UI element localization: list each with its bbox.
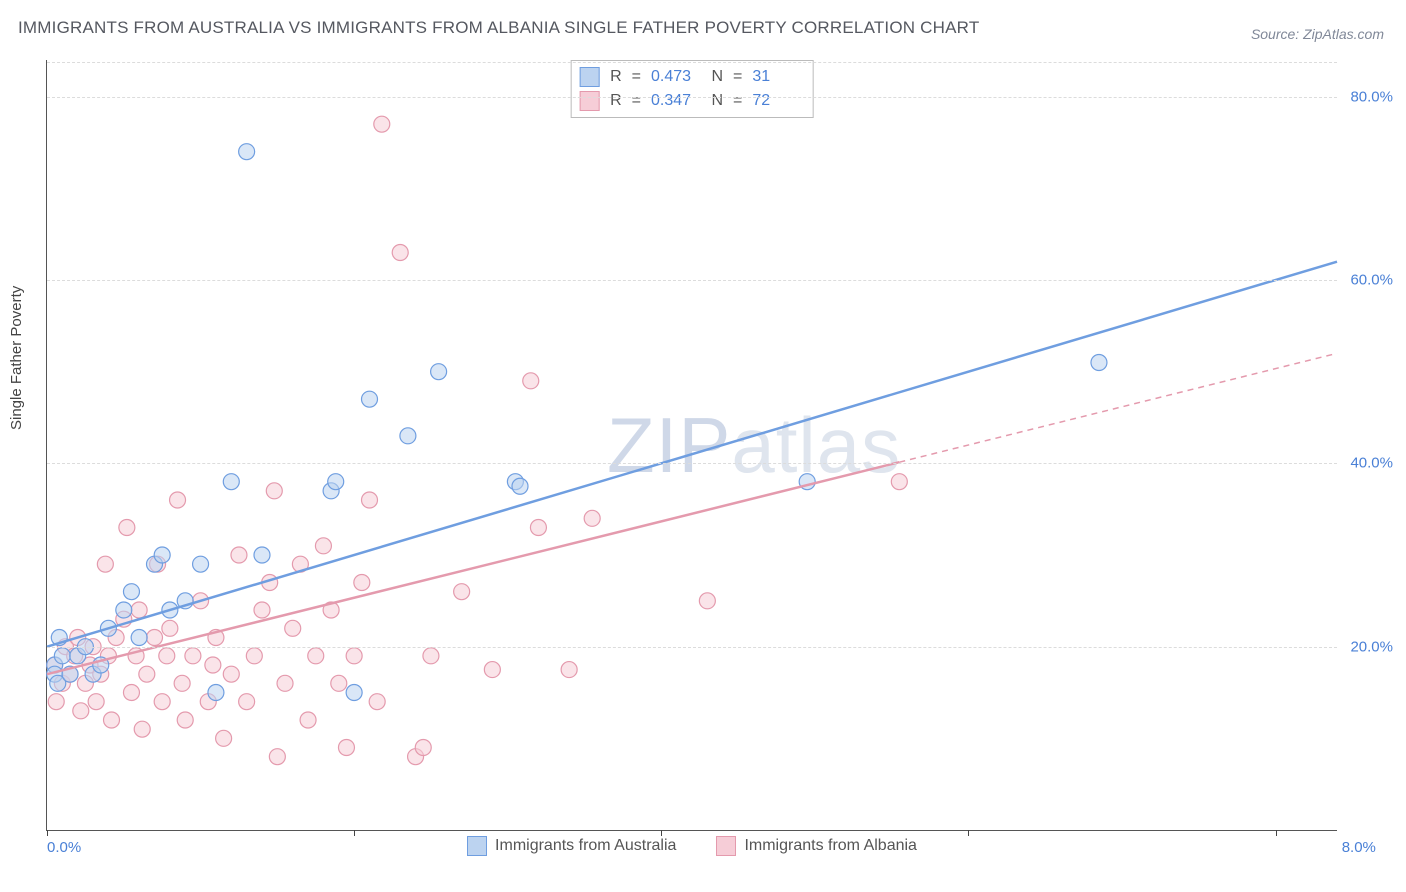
legend-r-value: 0.347 (651, 92, 701, 110)
legend-item: Immigrants from Albania (716, 836, 917, 856)
legend-swatch (716, 836, 736, 856)
legend-swatch (580, 67, 600, 87)
source-attribution: Source: ZipAtlas.com (1251, 26, 1384, 42)
legend-n-value: 31 (752, 68, 802, 86)
legend-swatch (580, 91, 600, 111)
y-tick-label: 80.0% (1350, 88, 1393, 105)
gridline-h (47, 647, 1337, 648)
legend-row: R = 0.473 N = 31 (580, 65, 803, 89)
series-legend: Immigrants from Australia Immigrants from… (47, 836, 1337, 856)
gridline-h (47, 97, 1337, 98)
y-tick-label: 60.0% (1350, 272, 1393, 289)
legend-label: Immigrants from Australia (495, 837, 676, 855)
scatter-plot-svg (47, 60, 1337, 830)
legend-n-value: 72 (752, 92, 802, 110)
legend-n-label: N (709, 68, 723, 86)
legend-swatch (467, 836, 487, 856)
legend-r-label: R (608, 68, 622, 86)
legend-eq: = (733, 68, 742, 86)
legend-r-value: 0.473 (651, 68, 701, 86)
x-tick (1276, 830, 1277, 836)
legend-n-label: N (709, 92, 723, 110)
legend-label: Immigrants from Albania (744, 837, 917, 855)
legend-r-label: R (608, 92, 622, 110)
correlation-legend: R = 0.473 N = 31 R = 0.347 N = 72 (571, 60, 814, 118)
x-tick (661, 830, 662, 836)
y-tick-label: 20.0% (1350, 638, 1393, 655)
legend-row: R = 0.347 N = 72 (580, 89, 803, 113)
chart-plot-area: ZIPatlas R=0.473N=31R=0.347N=72 Immigran… (46, 60, 1337, 831)
legend-item: Immigrants from Australia (467, 836, 676, 856)
x-tick (47, 830, 48, 836)
legend-eq: = (632, 68, 641, 86)
y-axis-label: Single Father Poverty (8, 286, 25, 430)
x-tick (968, 830, 969, 836)
gridline-h (47, 463, 1337, 464)
x-tick-label: 0.0% (47, 839, 81, 856)
y-tick-label: 40.0% (1350, 455, 1393, 472)
legend-eq: = (733, 92, 742, 110)
chart-title: IMMIGRANTS FROM AUSTRALIA VS IMMIGRANTS … (18, 18, 979, 38)
x-tick-label: 8.0% (1342, 839, 1376, 856)
gridline-h (47, 280, 1337, 281)
legend-eq: = (632, 92, 641, 110)
gridline-h (47, 62, 1337, 63)
x-tick (354, 830, 355, 836)
